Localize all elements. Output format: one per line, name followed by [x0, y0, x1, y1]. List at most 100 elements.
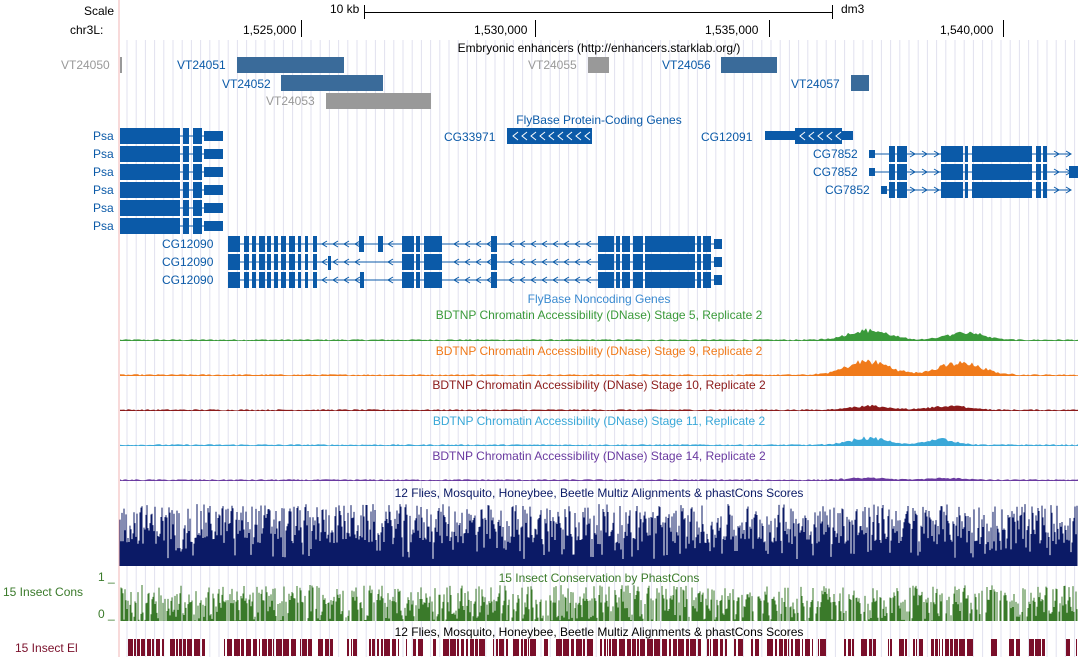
strand-arrow [909, 150, 916, 158]
enhancer-label[interactable]: VT24056 [662, 58, 711, 72]
dnase-stage5-title: BDTNP Chromatin Accessibility (DNase) St… [435, 308, 763, 322]
strand-arrow [541, 276, 548, 284]
gene-label-cg12090[interactable]: CG12090 [162, 255, 214, 269]
gene-exon [193, 218, 202, 234]
conserved-element [406, 639, 407, 656]
enhancer-feature[interactable] [237, 57, 344, 73]
gene-exon [402, 254, 414, 270]
gene-utr [765, 131, 795, 140]
gene-utr [204, 185, 223, 195]
conserved-element [147, 639, 151, 656]
enhancer-label[interactable]: VT24051 [177, 58, 226, 72]
elements-side-label[interactable]: 15 Insect El [15, 641, 78, 655]
scale-bar [364, 12, 833, 13]
conserved-element [991, 639, 997, 656]
enhancer-label[interactable]: VT24055 [528, 58, 577, 72]
conserved-element [751, 639, 753, 656]
flybase-noncoding-track-title: FlyBase Noncoding Genes [527, 292, 671, 306]
gene-exon [359, 236, 364, 252]
conserved-element [576, 639, 582, 656]
conserved-element [470, 639, 474, 656]
enhancer-label[interactable]: VT24052 [222, 77, 271, 91]
gene-label-cg12091[interactable]: CG12091 [701, 130, 753, 144]
gene-label-cg33971[interactable]: CG33971 [444, 130, 496, 144]
gene-exon [305, 272, 308, 288]
gene-exon [622, 236, 630, 252]
dnase-signal [120, 359, 1078, 376]
enhancer-feature[interactable] [588, 57, 609, 73]
gene-label-cg7852[interactable]: CG7852 [813, 147, 858, 161]
conserved-element [852, 639, 854, 656]
gene-label-cg7852[interactable]: CG7852 [813, 165, 858, 179]
dnase-signal [120, 477, 1078, 481]
position-1540000: 1,540,000 [940, 23, 994, 37]
dnase-signal [120, 328, 1078, 341]
gene-label-psa[interactable]: Psa [93, 201, 114, 215]
strand-arrow [574, 276, 581, 284]
strand-arrow [1053, 186, 1060, 194]
gene-exon [416, 254, 420, 270]
conserved-element [767, 639, 773, 656]
strand-arrow [387, 276, 394, 284]
scale-length: 10 kb [330, 2, 360, 16]
conserved-element [673, 639, 677, 656]
strand-arrow [835, 131, 842, 141]
conserved-element [707, 639, 709, 656]
conserved-element [330, 639, 333, 656]
gene-exon [328, 256, 331, 270]
enhancer-feature[interactable] [281, 75, 383, 91]
strand-arrow [585, 240, 592, 248]
gene-utr [204, 149, 223, 159]
conserved-element [632, 639, 636, 656]
gene-utr [714, 239, 722, 249]
conserved-element [627, 639, 631, 656]
elements-track-title: 12 Flies, Mosquito, Honeybee, Beetle Mul… [394, 625, 804, 639]
gene-label-psa[interactable]: Psa [93, 165, 114, 179]
gene-label-psa[interactable]: Psa [93, 129, 114, 143]
gene-exon [616, 272, 620, 288]
conserved-element [939, 639, 940, 656]
strand-arrow [530, 258, 537, 266]
conserved-element [669, 639, 671, 656]
gene-exon [941, 164, 963, 180]
gene-label-psa[interactable]: Psa [93, 219, 114, 233]
gene-exon [598, 236, 614, 252]
gene-exon [416, 236, 420, 252]
gene-exon [244, 254, 249, 270]
gene-label-cg12090[interactable]: CG12090 [162, 237, 214, 251]
strand-arrow [826, 131, 833, 141]
gene-label-psa[interactable]: Psa [93, 183, 114, 197]
gene-label-cg12090[interactable]: CG12090 [162, 273, 214, 287]
phastcons-side-label[interactable]: 15 Insect Cons [3, 585, 84, 599]
gene-exon [972, 182, 1032, 198]
strand-arrow [1065, 150, 1072, 158]
gene-label-cg7852[interactable]: CG7852 [825, 183, 870, 197]
enhancer-feature[interactable] [120, 57, 122, 73]
enhancer-feature[interactable] [851, 75, 869, 91]
strand-arrow [921, 150, 928, 158]
conserved-element [945, 639, 949, 656]
conserved-element [775, 639, 777, 656]
conserved-element [779, 639, 783, 656]
enhancer-label[interactable]: VT24053 [266, 94, 315, 108]
enhancer-label[interactable]: VT24050 [61, 58, 110, 72]
gene-exon [965, 182, 968, 198]
enhancer-feature[interactable] [721, 57, 777, 73]
gene-exon [1043, 182, 1047, 198]
conserved-element [268, 639, 272, 656]
conserved-element [372, 639, 375, 656]
strand-arrow [464, 258, 471, 266]
strand-arrow [933, 168, 940, 176]
enhancer-label[interactable]: VT24057 [791, 77, 840, 91]
conserved-element [734, 639, 736, 656]
conserved-element [466, 639, 468, 656]
gene-exon [491, 272, 497, 288]
strand-arrow [566, 131, 573, 141]
gene-label-psa[interactable]: Psa [93, 147, 114, 161]
conserved-element [433, 639, 436, 656]
enhancer-feature[interactable] [326, 93, 431, 109]
conserved-element [499, 639, 504, 656]
gene-exon [378, 236, 383, 252]
